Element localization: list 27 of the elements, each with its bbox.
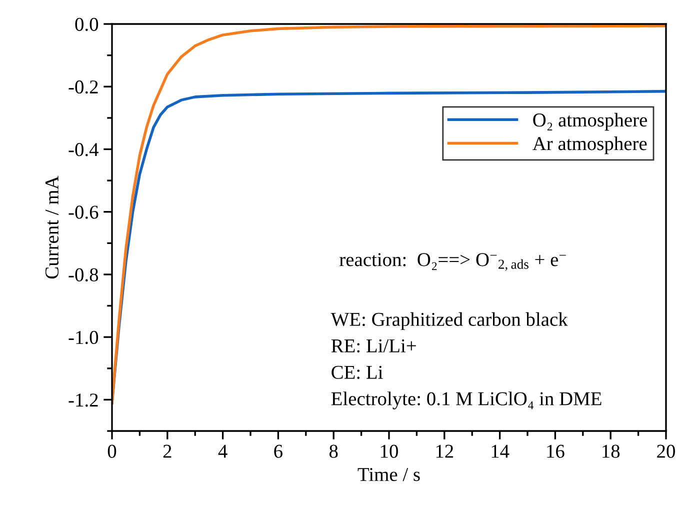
x-tick-label: 0 — [108, 444, 116, 458]
annotation: Electrolyte: 0.1 M LiClO₄ in DME — [331, 392, 602, 410]
annotation: WE: Graphitized carbon black — [330, 312, 568, 330]
x-axis-title: Time / s — [358, 468, 420, 482]
annotation: CE: Li — [332, 366, 383, 379]
y-tick-label: -0.6 — [68, 206, 98, 219]
x-tick-label: 10 — [380, 444, 398, 458]
x-tick-label: 6 — [274, 444, 282, 458]
annotation: reaction: O₂==> O$^{−}$$_{2,ads}$ + e$^{−}$ — [340, 253, 566, 271]
y-tick-label: -0.4 — [68, 143, 99, 156]
legend-label: Ar atmosphere — [532, 136, 647, 154]
x-tick-label: 14 — [492, 444, 510, 458]
x-tick-label: 2 — [163, 444, 172, 458]
x-tick-label: 20 — [657, 444, 675, 458]
annotation: RE: Li/Li+ — [331, 339, 416, 353]
y-tick-label: -1.2 — [68, 394, 98, 407]
y-tick-label: 0.0 — [75, 18, 98, 32]
y-tick-label: -0.8 — [68, 268, 98, 282]
y-tick-label: -1.0 — [68, 330, 98, 344]
x-tick-label: 16 — [547, 444, 564, 458]
x-tick-label: 4 — [218, 444, 228, 458]
x-tick-label: 18 — [602, 444, 620, 458]
legend-label: O₂ atmosphere — [533, 112, 647, 131]
x-tick-label: 12 — [436, 444, 454, 458]
y-tick-label: -0.2 — [68, 80, 98, 94]
x-tick-label: 8 — [329, 444, 338, 458]
y-axis-title: Current / mA — [45, 176, 59, 279]
